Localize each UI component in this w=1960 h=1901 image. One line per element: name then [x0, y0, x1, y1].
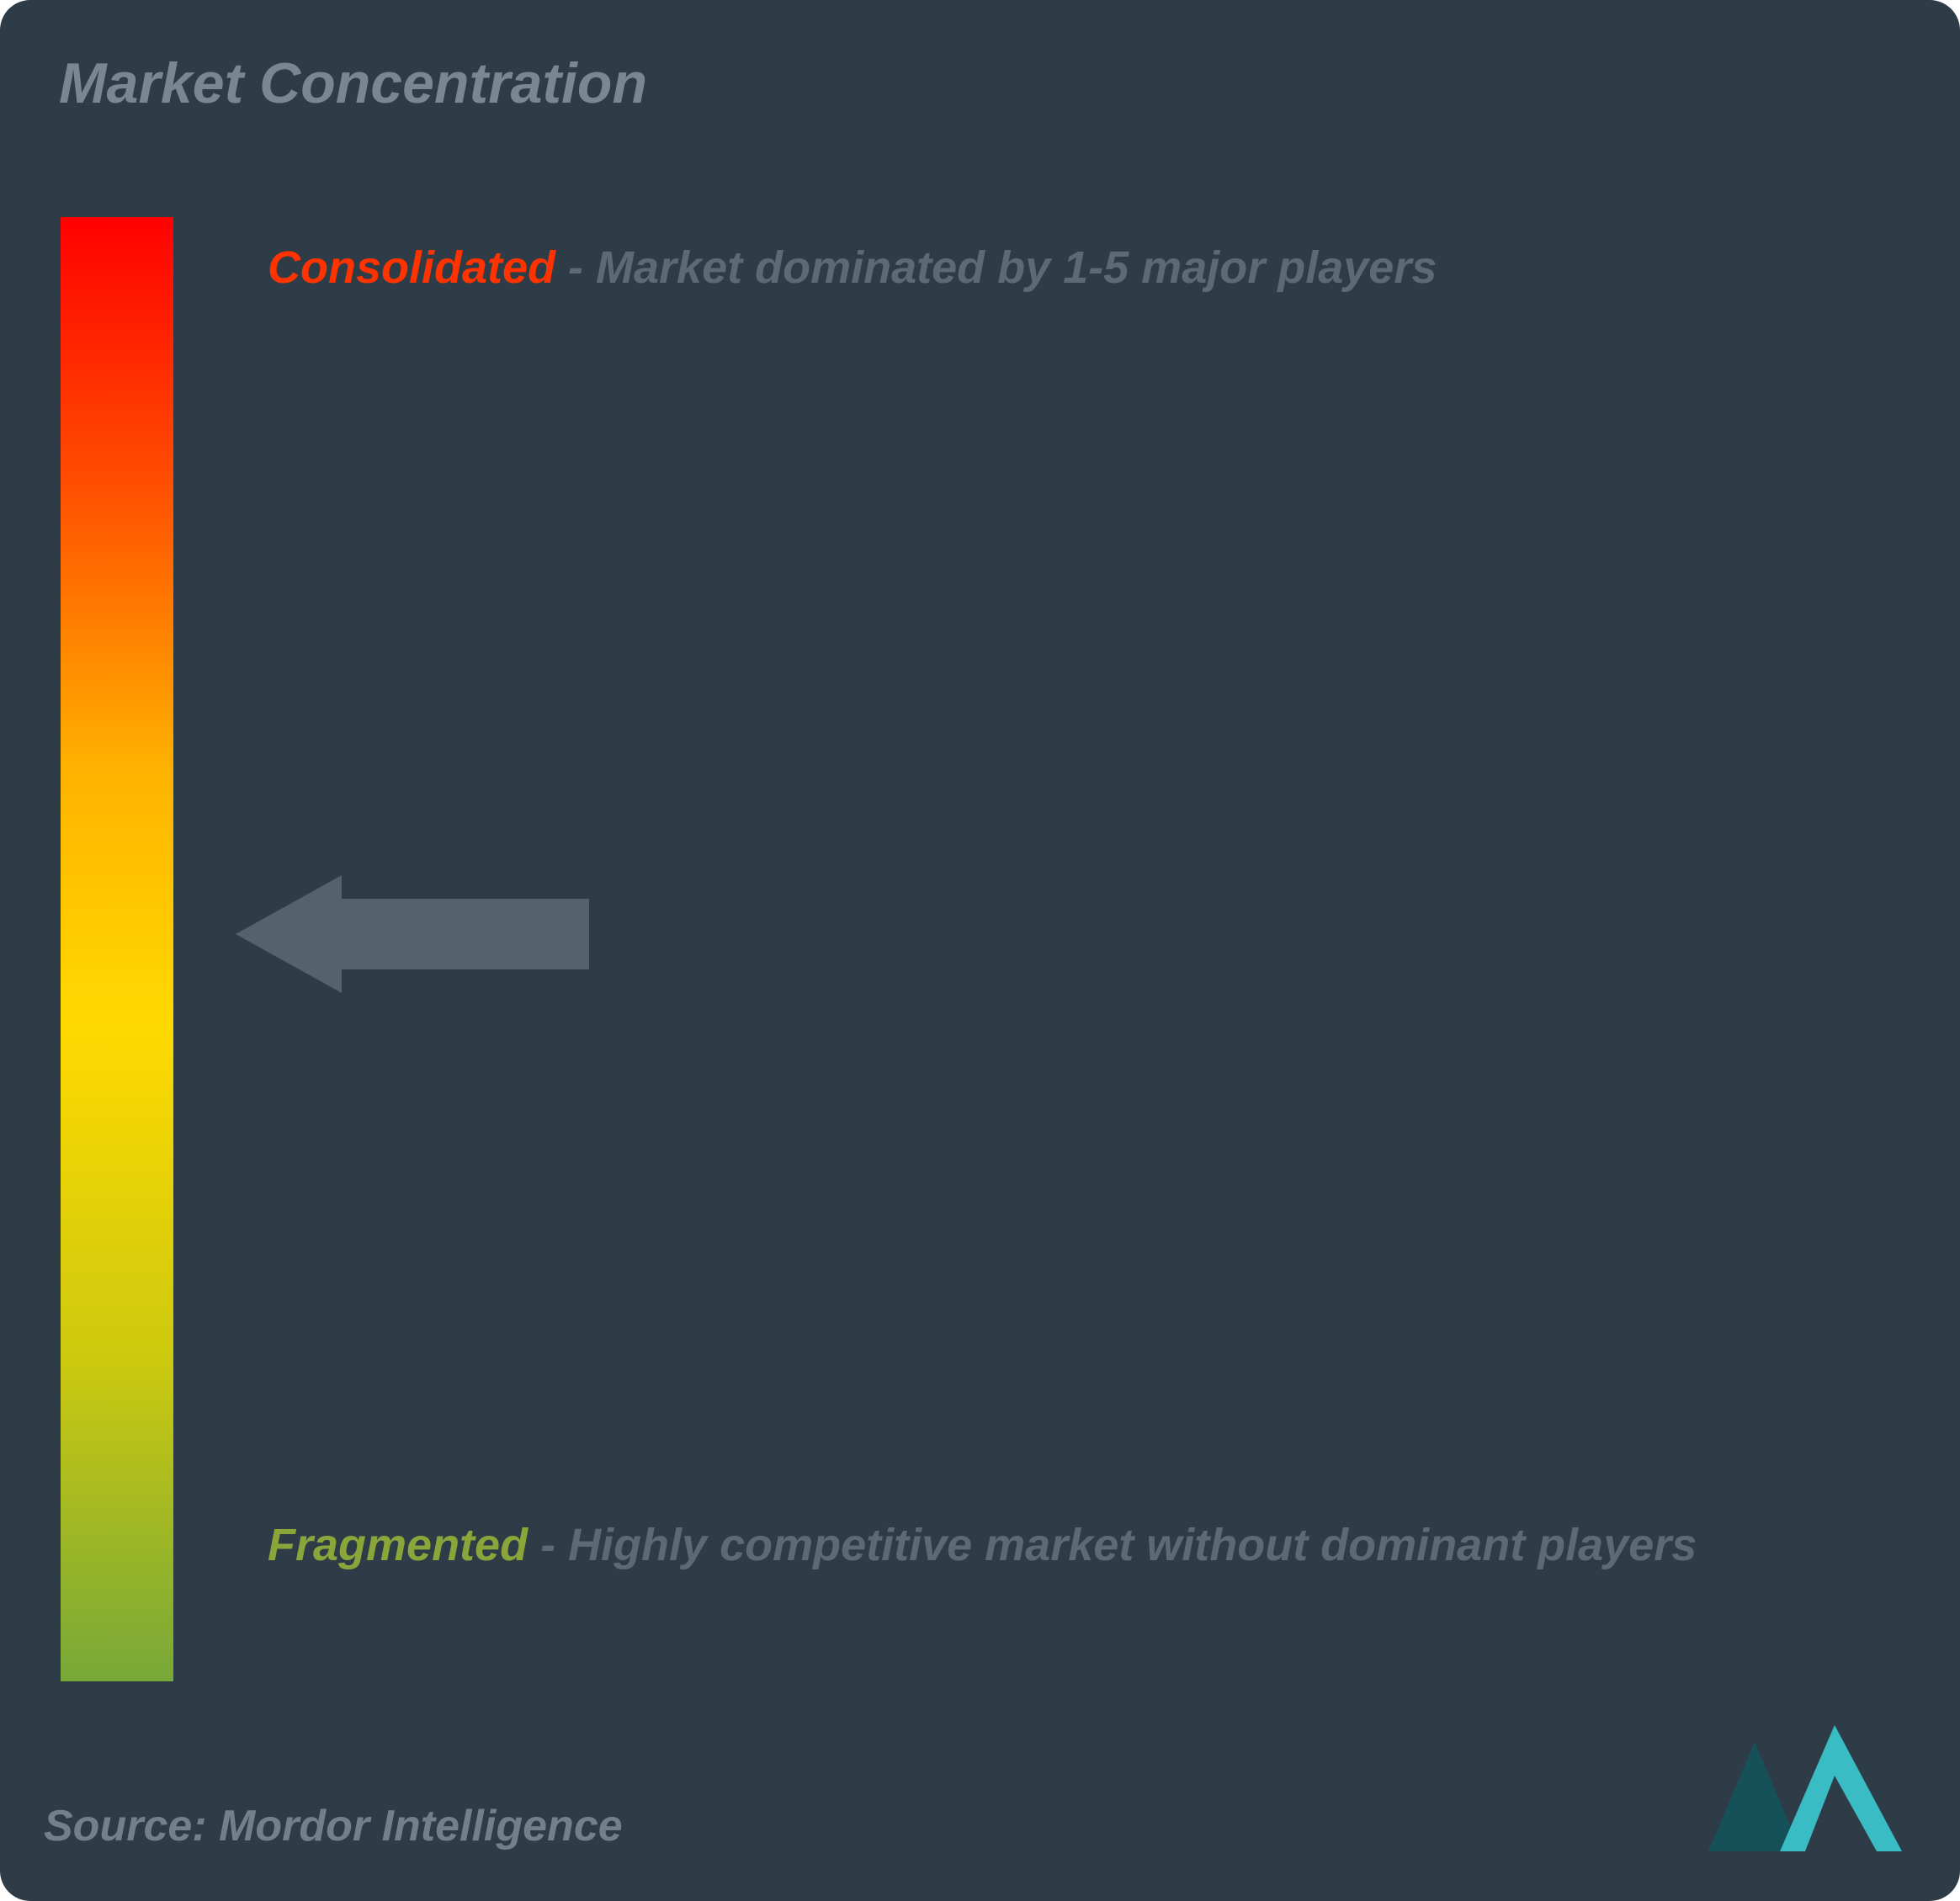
- consolidated-label: Consolidated - Market dominated by 1-5 m…: [268, 237, 1437, 299]
- fragmented-key: Fragmented: [268, 1520, 528, 1570]
- fragmented-desc: - Highly competitive market without domi…: [540, 1520, 1697, 1570]
- concentration-scale: [61, 217, 173, 1681]
- consolidated-key: Consolidated: [268, 242, 555, 293]
- mordor-logo: [1708, 1725, 1902, 1851]
- market-concentration-card: Market Concentration Consolidated - Mark…: [0, 0, 1960, 1901]
- source-attribution: Source: Mordor Intelligence: [44, 1801, 623, 1851]
- fragmented-label: Fragmented - Highly competitive market w…: [268, 1515, 1697, 1576]
- indicator-arrow: [236, 875, 589, 993]
- card-title: Market Concentration: [59, 50, 647, 116]
- consolidated-desc: - Market dominated by 1-5 major players: [568, 242, 1437, 293]
